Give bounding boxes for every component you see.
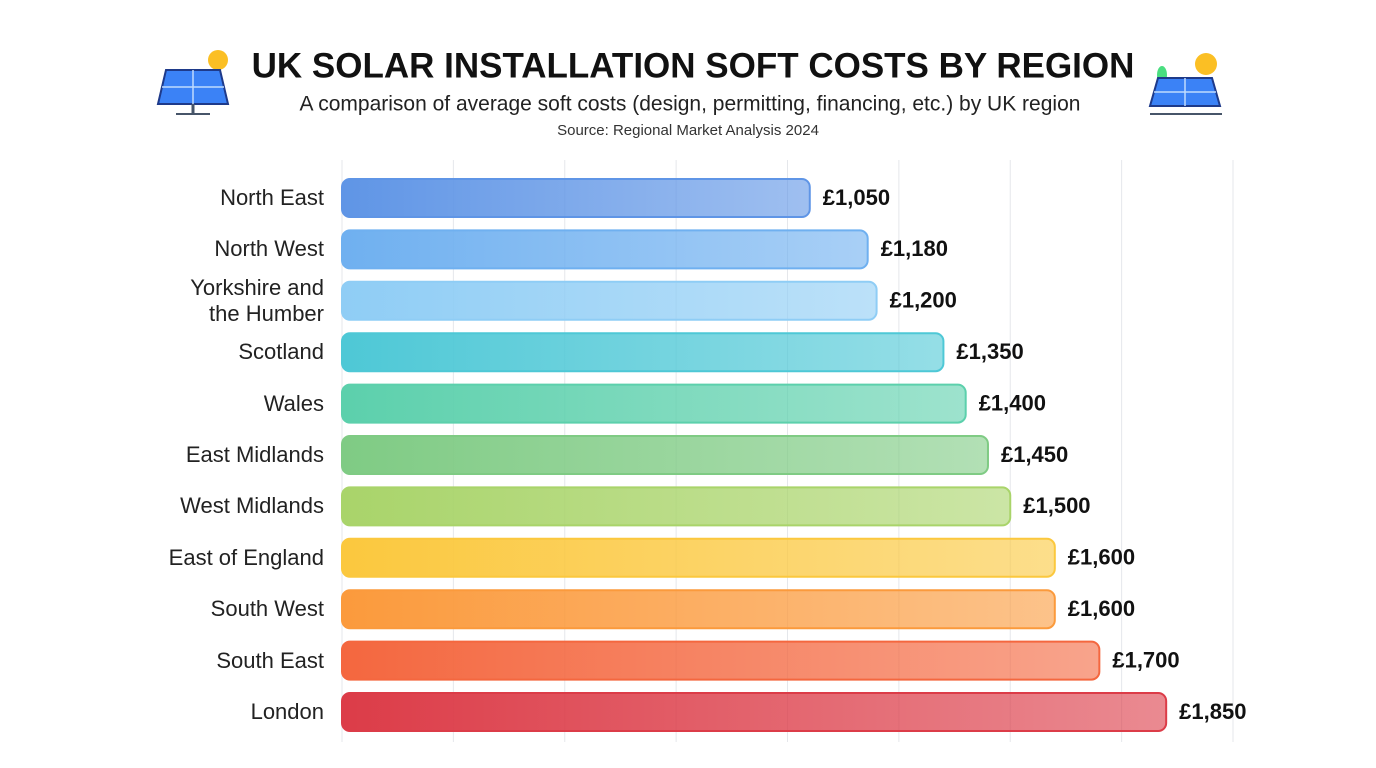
category-label: North East bbox=[220, 185, 324, 210]
category-label: London bbox=[250, 699, 324, 724]
value-label: £1,350 bbox=[956, 339, 1023, 364]
value-label: £1,450 bbox=[1001, 442, 1068, 467]
value-label: £1,700 bbox=[1112, 647, 1179, 672]
category-label: East Midlands bbox=[185, 442, 324, 467]
bar bbox=[341, 332, 945, 373]
bar bbox=[341, 640, 1101, 681]
category-label: South East bbox=[216, 647, 324, 673]
category-label: East of England bbox=[168, 544, 324, 570]
category-label: Wales bbox=[263, 390, 324, 416]
chart-subtitle: A comparison of average soft costs (desi… bbox=[300, 93, 1081, 116]
value-label: £1,600 bbox=[1068, 596, 1135, 621]
value-label: £1,180 bbox=[881, 236, 948, 261]
bar bbox=[341, 178, 811, 218]
bar bbox=[341, 486, 1012, 527]
value-label: £1,050 bbox=[823, 185, 890, 210]
category-label: Scotland bbox=[238, 339, 324, 365]
solar-icon-left bbox=[156, 50, 230, 115]
value-label: £1,500 bbox=[1023, 493, 1090, 518]
solar-icon-right bbox=[1148, 53, 1222, 115]
value-label: £1,200 bbox=[890, 288, 957, 313]
bar bbox=[341, 537, 1056, 578]
bar bbox=[341, 229, 869, 270]
bar bbox=[341, 589, 1056, 630]
value-label: £1,400 bbox=[979, 390, 1046, 415]
category-label: Yorkshire and the Humber bbox=[190, 274, 324, 326]
value-label: £1,850 bbox=[1179, 699, 1246, 724]
category-label: South West bbox=[210, 596, 324, 622]
bar bbox=[341, 435, 989, 475]
bar bbox=[341, 383, 967, 424]
category-label: West Midlands bbox=[180, 493, 324, 519]
chart-title: UK SOLAR INSTALLATION SOFT COSTS BY REGI… bbox=[252, 46, 1135, 85]
bar bbox=[341, 692, 1168, 732]
chart-source: Source: Regional Market Analysis 2024 bbox=[557, 122, 819, 139]
category-label: North West bbox=[214, 236, 324, 262]
value-label: £1,600 bbox=[1068, 545, 1135, 570]
bar bbox=[341, 280, 878, 321]
